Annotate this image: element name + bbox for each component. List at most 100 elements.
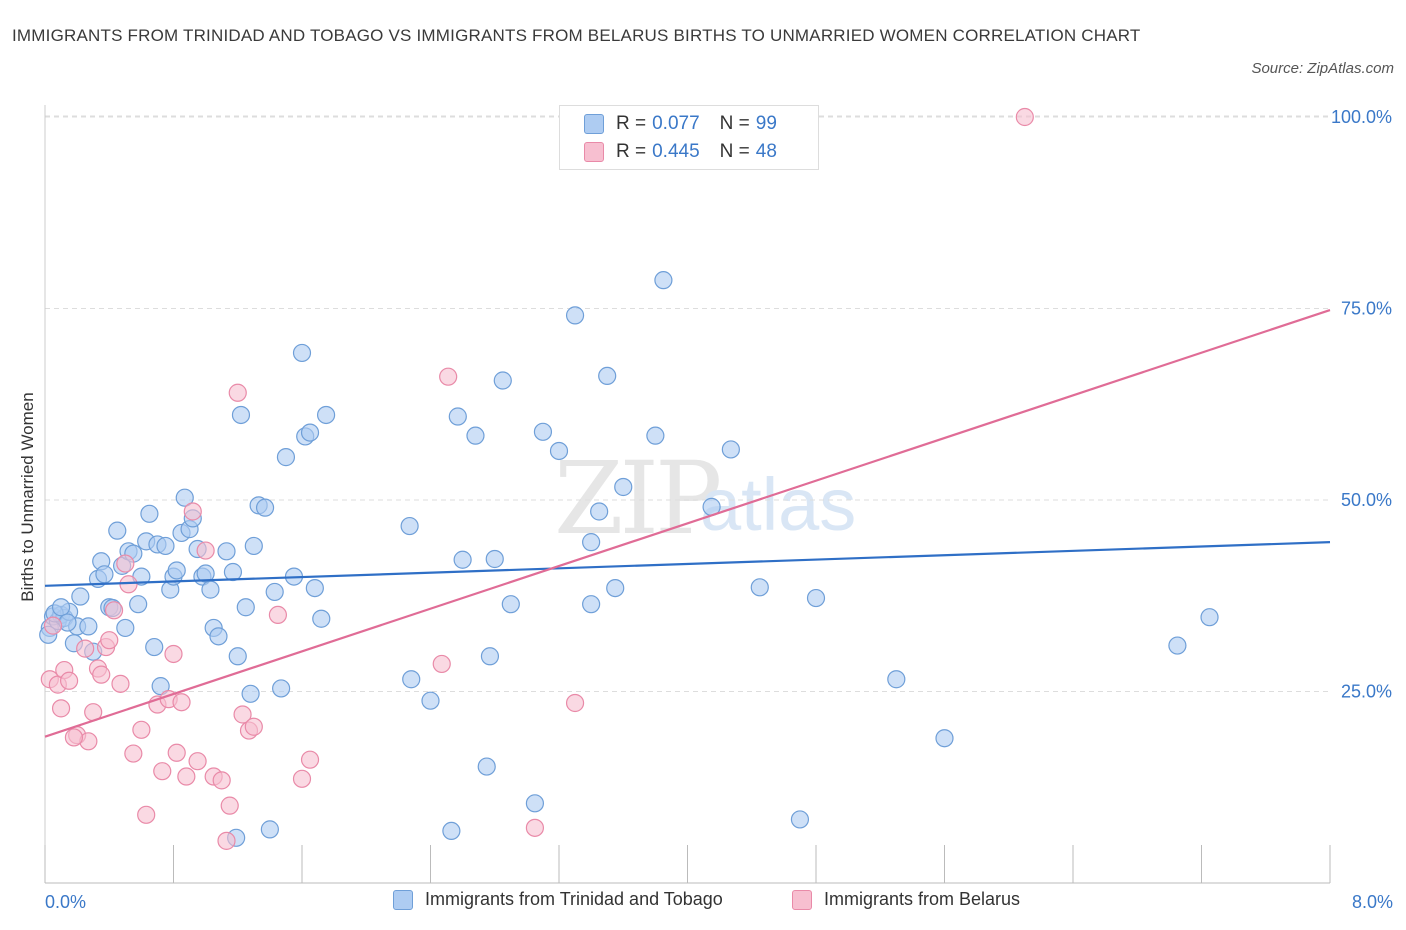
bottom-legend-swatch-series1 — [393, 889, 413, 910]
trinidad-point — [79, 617, 98, 636]
trinidad-point — [175, 488, 194, 507]
belarus-point — [183, 502, 202, 521]
trinidad-point — [582, 595, 601, 614]
belarus-point — [111, 674, 130, 693]
belarus-point — [196, 541, 215, 560]
belarus-point — [217, 831, 236, 850]
trinidad-point — [448, 407, 467, 426]
belarus-point — [525, 818, 545, 837]
correlation-legend: R = 0.077 N = 99 R = 0.445 N = 48 — [559, 105, 819, 170]
belarus-point — [432, 654, 451, 674]
trinidad-point — [806, 588, 826, 608]
trinidad-point — [480, 647, 500, 666]
legend-swatch-series1 — [584, 114, 604, 134]
trinidad-point — [265, 582, 284, 602]
trinidad-point — [501, 595, 520, 614]
belarus-point — [233, 705, 252, 724]
belarus-point — [439, 367, 458, 386]
trinidad-point — [400, 516, 419, 536]
belarus-point — [244, 717, 263, 736]
trinidad-point — [236, 598, 255, 617]
legend-swatch-series2 — [584, 142, 604, 162]
watermark-zip: ZIP — [554, 440, 722, 557]
trinidad-point — [721, 440, 740, 459]
belarus-point — [153, 762, 172, 781]
belarus-point — [228, 383, 247, 402]
trinidad-point — [1168, 636, 1187, 655]
legend-row-series2: R = 0.445 N = 48 — [584, 139, 777, 165]
legend-r-value: 0.077 — [652, 113, 700, 134]
trinidad-point — [167, 561, 186, 580]
bottom-legend-swatch-series2 — [792, 889, 812, 910]
trinidad-point — [614, 477, 633, 497]
source-label: Source: ZipAtlas.com — [1251, 60, 1394, 77]
trinidad-point — [453, 550, 472, 569]
trinidad-point — [790, 810, 810, 829]
y-tick-label: 100.0% — [1331, 107, 1392, 127]
belarus-point — [124, 744, 143, 763]
belarus-point — [220, 796, 239, 815]
trinidad-point — [244, 536, 263, 556]
trinidad-point — [108, 521, 127, 540]
trinidad-point — [525, 794, 545, 813]
belarus-point — [292, 769, 312, 788]
trinidad-point — [606, 578, 625, 598]
trinidad-point — [272, 679, 291, 698]
belarus-point — [92, 665, 111, 684]
trinidad-point — [145, 637, 164, 657]
bottom-legend-series2: Immigrants from Belarus — [792, 889, 1020, 910]
legend-n-value: 99 — [755, 113, 777, 134]
belarus-point — [164, 644, 183, 664]
trinidad-point — [549, 441, 569, 461]
legend-r-label: R = — [616, 113, 647, 134]
belarus-point — [76, 639, 95, 658]
x-tick-label: 0.0% — [45, 892, 86, 912]
trinidad-point — [1200, 608, 1219, 627]
belarus-point — [43, 616, 63, 635]
belarus-point — [268, 605, 288, 625]
trinidad-point — [217, 542, 236, 561]
belarus-point — [104, 601, 124, 620]
trinidad-point — [129, 595, 148, 614]
bottom-legend-series1: Immigrants from Trinidad and Tobago — [393, 889, 723, 910]
trinidad-point — [402, 670, 421, 689]
trinidad-point — [116, 618, 135, 638]
belarus-point — [1015, 107, 1034, 127]
belarus-point — [177, 767, 196, 786]
trinidad-point — [201, 580, 220, 599]
legend-row-series1: R = 0.077 N = 99 — [584, 111, 777, 137]
belarus-point — [212, 771, 231, 790]
trinidad-point — [590, 502, 609, 521]
trinidad-trend-line — [44, 541, 1331, 587]
belarus-point — [64, 728, 84, 747]
chart-title: IMMIGRANTS FROM TRINIDAD AND TOBAGO VS I… — [12, 26, 1141, 45]
trinidad-point — [260, 820, 279, 839]
trinidad-point — [312, 609, 331, 628]
legend-r-value: 0.445 — [652, 141, 700, 162]
trinidad-point — [421, 691, 440, 710]
trinidad-point — [533, 422, 553, 441]
belarus-point — [132, 720, 151, 739]
belarus-point — [565, 693, 585, 713]
trinidad-point — [598, 366, 617, 386]
belarus-point — [100, 631, 119, 650]
trinidad-point — [305, 578, 324, 598]
trinidad-point — [231, 405, 251, 425]
belarus-point — [300, 750, 320, 769]
legend-r-label: R = — [616, 141, 647, 162]
trinidad-point — [300, 423, 320, 442]
trinidad-point — [654, 271, 673, 290]
trinidad-point — [156, 536, 175, 556]
trinidad-point — [442, 821, 461, 841]
belarus-point — [167, 743, 186, 762]
belarus-point — [119, 575, 138, 594]
legend-n-label: N = — [719, 113, 750, 134]
belarus-point — [188, 752, 207, 771]
trinidad-point — [750, 578, 769, 597]
y-tick-label: 50.0% — [1341, 490, 1392, 510]
trinidad-point — [276, 448, 296, 467]
trinidad-point — [241, 684, 260, 703]
trinidad-point — [887, 670, 906, 689]
trinidad-point — [255, 498, 275, 517]
bottom-legend-label-series2: Immigrants from Belarus — [824, 889, 1021, 909]
